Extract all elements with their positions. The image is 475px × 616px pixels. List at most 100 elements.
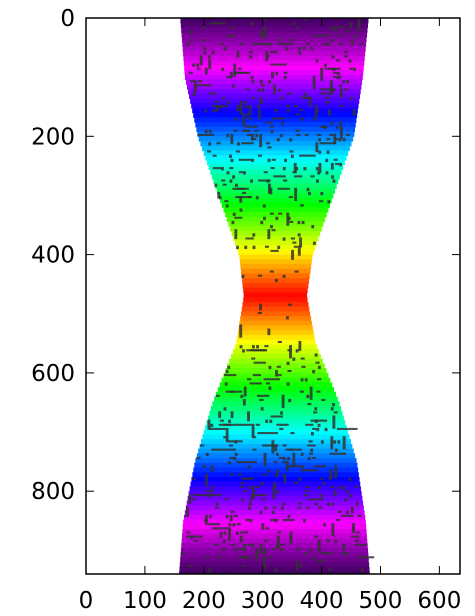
- heatmap-band: [197, 131, 355, 137]
- heatmap-speckle: [207, 55, 211, 59]
- heatmap-speckle: [307, 456, 311, 461]
- heatmap-speckle: [212, 154, 217, 157]
- heatmap-speckle: [189, 30, 193, 34]
- heatmap-band: [180, 552, 369, 559]
- heatmap-band: [206, 159, 345, 166]
- heatmap-speckle: [287, 456, 290, 461]
- heatmap-speckle: [247, 543, 252, 546]
- heatmap-speckle: [199, 55, 203, 66]
- heatmap-speckle: [245, 477, 250, 480]
- heatmap-speckle: [319, 477, 324, 480]
- heatmap-band: [183, 60, 365, 66]
- heatmap-speckle: [273, 84, 276, 95]
- heatmap-speckle: [314, 407, 318, 411]
- heatmap-speckle: [245, 88, 250, 91]
- heatmap-speckle: [279, 427, 284, 430]
- heatmap-speckle: [317, 423, 321, 428]
- heatmap-speckle: [283, 179, 288, 182]
- heatmap-speckle: [331, 55, 335, 59]
- y-tick-label: 800: [31, 479, 75, 505]
- heatmap-speckle: [216, 142, 221, 145]
- heatmap-speckle: [242, 490, 248, 493]
- heatmap-speckle: [337, 26, 346, 29]
- heatmap-speckle: [324, 63, 327, 67]
- heatmap-speckle: [312, 369, 316, 374]
- heatmap-speckle: [282, 444, 287, 447]
- heatmap-band: [237, 330, 314, 336]
- heatmap-speckle: [350, 96, 353, 100]
- heatmap-speckle: [220, 167, 224, 171]
- heatmap-band: [241, 268, 311, 275]
- heatmap-band: [193, 112, 358, 118]
- heatmap-speckle: [329, 133, 334, 136]
- heatmap-band: [193, 467, 359, 473]
- heatmap-speckle: [322, 481, 326, 486]
- heatmap-speckle: [265, 527, 270, 530]
- heatmap-speckle: [299, 237, 303, 248]
- heatmap-speckle: [287, 92, 292, 95]
- heatmap-speckle: [225, 427, 229, 442]
- heatmap-speckle: [313, 411, 318, 414]
- heatmap-speckle: [259, 303, 262, 311]
- heatmap-speckle: [256, 485, 261, 488]
- heatmap-speckle: [305, 423, 314, 426]
- heatmap-speckle: [357, 514, 362, 517]
- heatmap-speckle: [298, 477, 302, 481]
- heatmap-speckle: [252, 374, 262, 377]
- heatmap-speckle: [251, 423, 255, 438]
- heatmap-speckle: [256, 345, 259, 349]
- heatmap-speckle: [226, 34, 230, 38]
- heatmap-speckle: [239, 485, 244, 488]
- heatmap-speckle: [259, 398, 264, 401]
- heatmap-speckle: [350, 506, 354, 514]
- heatmap-speckle: [222, 183, 227, 186]
- heatmap-speckle: [337, 440, 341, 444]
- x-tick-label: 500: [359, 588, 403, 614]
- heatmap-speckle: [354, 34, 358, 38]
- heatmap-speckle: [232, 187, 249, 190]
- heatmap-speckle: [342, 436, 346, 450]
- heatmap-speckle: [252, 461, 257, 464]
- heatmap-speckle: [343, 51, 348, 54]
- heatmap-speckle: [218, 196, 222, 200]
- heatmap-speckle: [247, 506, 251, 510]
- heatmap-speckle: [238, 216, 243, 219]
- x-tick-label: 100: [123, 588, 167, 614]
- heatmap-speckle: [350, 38, 354, 46]
- heatmap-speckle: [238, 71, 247, 74]
- heatmap-speckle: [330, 485, 335, 488]
- heatmap-speckle: [215, 104, 219, 112]
- heatmap-speckle: [268, 80, 271, 84]
- heatmap-band: [210, 406, 342, 412]
- heatmap-speckle: [255, 133, 258, 138]
- heatmap-speckle: [240, 394, 244, 399]
- heatmap-speckle: [305, 485, 310, 488]
- heatmap-speckle: [276, 423, 289, 426]
- heatmap-band: [200, 439, 351, 445]
- heatmap-speckle: [239, 535, 243, 543]
- x-tick-label: 400: [300, 588, 344, 614]
- heatmap-band: [191, 103, 359, 109]
- heatmap-speckle: [333, 440, 337, 444]
- heatmap-speckle: [274, 109, 278, 113]
- heatmap-speckle: [232, 523, 236, 527]
- heatmap-speckle: [236, 51, 240, 58]
- heatmap-speckle: [287, 216, 291, 221]
- heatmap-speckle: [221, 179, 226, 182]
- heatmap-speckle: [334, 539, 338, 543]
- heatmap-speckle: [242, 113, 246, 127]
- heatmap-speckle: [192, 92, 196, 96]
- heatmap-band: [243, 292, 308, 298]
- heatmap-speckle: [271, 440, 275, 454]
- heatmap-speckle: [308, 547, 312, 552]
- heatmap-speckle: [294, 270, 299, 273]
- heatmap-speckle: [239, 423, 252, 426]
- heatmap-speckle: [334, 138, 339, 141]
- heatmap-speckle: [276, 535, 280, 549]
- heatmap-speckle: [299, 564, 303, 568]
- heatmap-speckle: [248, 461, 253, 464]
- heatmap-speckle: [301, 220, 305, 225]
- heatmap-speckle: [320, 440, 324, 444]
- heatmap-speckle: [237, 473, 243, 476]
- heatmap-band: [181, 533, 367, 540]
